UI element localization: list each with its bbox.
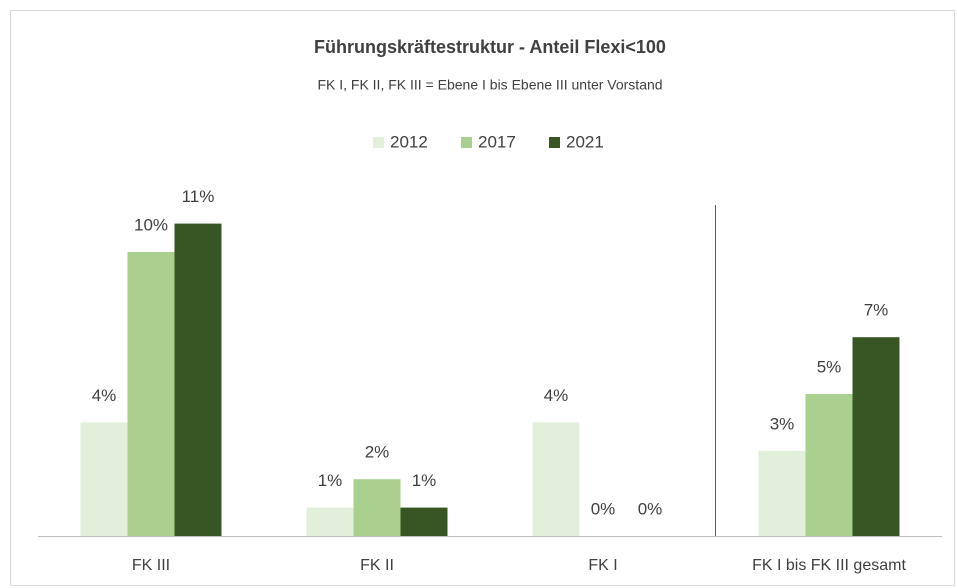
chart-subtitle: FK I, FK II, FK III = Ebene I bis Ebene …	[317, 77, 662, 93]
bar	[127, 252, 175, 536]
data-label: 7%	[864, 301, 889, 320]
legend-label: 2017	[478, 132, 516, 151]
chart-title: Führungskräftestruktur - Anteil Flexi<10…	[314, 37, 666, 57]
x-tick-label: FK III	[132, 557, 170, 574]
bar	[805, 394, 853, 536]
data-label: 0%	[638, 499, 663, 518]
x-tick-label: FK II	[360, 557, 394, 574]
bar	[400, 507, 448, 536]
bar	[758, 450, 806, 536]
data-label: 1%	[412, 471, 437, 490]
bar	[80, 422, 128, 536]
data-label: 3%	[770, 414, 795, 433]
bar	[532, 422, 580, 536]
data-label: 11%	[182, 187, 215, 206]
bar	[174, 223, 222, 536]
x-tick-label: FK I bis FK III gesamt	[752, 557, 906, 574]
bar	[306, 507, 354, 536]
data-label: 5%	[817, 357, 842, 376]
bar	[353, 479, 401, 536]
x-tick-label: FK I	[588, 557, 617, 574]
legend-swatch	[373, 137, 384, 148]
bar	[852, 337, 900, 536]
legend-label: 2012	[390, 132, 428, 151]
data-label: 10%	[134, 215, 168, 234]
data-label: 4%	[92, 386, 117, 405]
legend-swatch	[549, 137, 560, 148]
data-label: 4%	[544, 386, 569, 405]
data-label: 1%	[318, 471, 343, 490]
data-label: 0%	[591, 499, 616, 518]
data-label: 2%	[365, 443, 390, 462]
legend-swatch	[461, 137, 472, 148]
legend-label: 2021	[566, 132, 604, 151]
